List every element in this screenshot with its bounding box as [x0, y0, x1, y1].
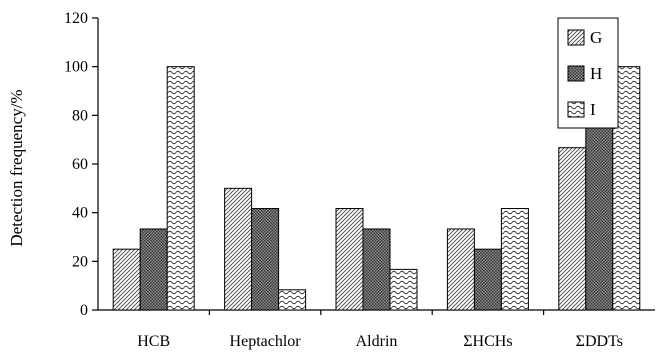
y-tick-label: 0 — [80, 302, 88, 319]
bar-H-4 — [585, 127, 614, 311]
y-tick-label: 100 — [64, 59, 88, 76]
bar-I-1 — [278, 289, 307, 311]
x-tick-label: Heptachlor — [230, 333, 302, 350]
bar-I-2 — [389, 268, 418, 311]
y-tick-label: 120 — [64, 10, 88, 27]
bars — [112, 66, 641, 311]
x-axis-labels: HCB Heptachlor Aldrin ΣHCHs ΣDDTs — [137, 310, 623, 350]
y-tick-label: 40 — [72, 205, 88, 222]
bar-H-3 — [473, 248, 502, 311]
bar-I-0 — [166, 66, 195, 311]
bar-H-1 — [251, 208, 280, 311]
y-axis-label: Detection frequency/% — [7, 89, 26, 246]
legend-label-G: G — [590, 28, 602, 47]
bar-G-2 — [335, 208, 364, 311]
legend-swatch-I — [567, 101, 585, 118]
bar-G-1 — [224, 187, 253, 311]
legend-swatch-H — [567, 65, 585, 82]
bar-I-3 — [500, 208, 529, 311]
bar-G-0 — [112, 248, 141, 311]
bar-H-2 — [362, 228, 391, 311]
legend-label-H: H — [590, 64, 602, 83]
y-tick-label: 80 — [72, 107, 88, 124]
x-tick-label: ΣHCHs — [463, 333, 512, 350]
bar-G-4 — [558, 147, 587, 311]
bar-G-3 — [446, 228, 475, 311]
bar-H-0 — [139, 228, 168, 311]
legend-swatch-G — [567, 29, 585, 46]
legend-box — [557, 17, 619, 129]
legend-label-I: I — [590, 100, 596, 119]
x-tick-label: ΣDDTs — [576, 333, 623, 350]
x-tick-label: Aldrin — [356, 333, 398, 350]
y-tick-label: 20 — [72, 253, 88, 270]
x-tick-label: HCB — [137, 333, 170, 350]
y-tick-label: 60 — [72, 156, 88, 173]
legend: GHI — [557, 17, 619, 129]
